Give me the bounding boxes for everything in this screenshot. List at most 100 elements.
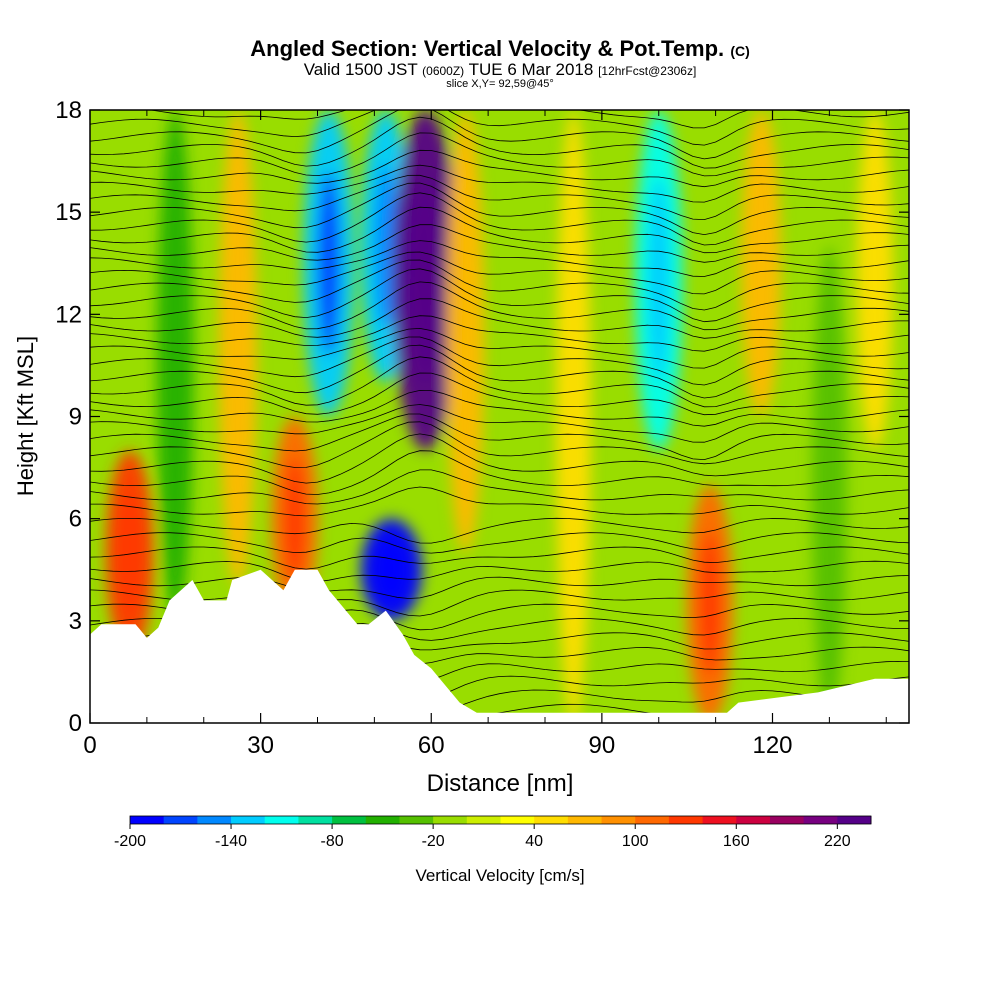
theta-contour xyxy=(90,298,909,339)
colorbar-swatch xyxy=(466,816,501,824)
x-tick-label: 60 xyxy=(418,732,445,759)
valid-date: TUE 6 Mar 2018 xyxy=(468,60,594,79)
colorbar-swatch xyxy=(635,816,670,824)
colorbar-swatch xyxy=(534,816,569,824)
theta-contour xyxy=(90,315,909,352)
colorbar-label: Vertical Velocity [cm/s] xyxy=(415,866,584,885)
colorbar-swatch xyxy=(298,816,333,824)
terrain-mask xyxy=(90,569,909,723)
colorbar-swatch xyxy=(500,816,535,824)
x-tick-label: 120 xyxy=(752,732,792,759)
velocity-core xyxy=(699,532,721,676)
colorbar-swatch xyxy=(130,816,165,824)
colorbar-swatch xyxy=(769,816,805,824)
colorbar-swatch xyxy=(702,816,737,824)
colorbar-swatch xyxy=(668,816,704,824)
x-tick-label: 30 xyxy=(247,732,274,759)
velocity-cell xyxy=(556,110,591,723)
colorbar-swatch xyxy=(837,816,872,824)
theta-contour xyxy=(90,546,909,570)
chart-subtitle: Valid 1500 JST (0600Z) TUE 6 Mar 2018 [1… xyxy=(0,60,1000,80)
theta-contour xyxy=(90,421,909,468)
colorbar-tick-label: -140 xyxy=(215,833,247,850)
copyright-mark: (C) xyxy=(730,43,750,59)
zulu-time: (0600Z) xyxy=(422,64,465,78)
velocity-cell xyxy=(741,110,781,417)
colorbar-swatch xyxy=(365,816,400,824)
theta-contour xyxy=(90,344,909,399)
chart-title-main: Angled Section: Vertical Velocity & Pot.… xyxy=(250,36,725,61)
velocity-cell xyxy=(157,110,194,621)
axes: 0 30 60 90 120 0 3 6 9 12 15 18 xyxy=(55,97,909,759)
velocity-cells xyxy=(105,110,894,723)
x-tick-label: 90 xyxy=(589,732,616,759)
y-tick-label: 18 xyxy=(55,97,82,124)
colorbar-swatch xyxy=(433,816,468,824)
x-tick-label: 0 xyxy=(83,732,96,759)
theta-contour xyxy=(90,433,909,484)
y-tick-label: 9 xyxy=(69,404,82,431)
theta-contour xyxy=(90,224,909,263)
colorbar-swatch xyxy=(803,816,838,824)
colorbar-swatch xyxy=(332,816,367,824)
theta-contour xyxy=(90,174,909,221)
y-tick-label: 3 xyxy=(69,608,82,635)
velocity-core xyxy=(377,539,406,601)
velocity-cell xyxy=(446,110,485,553)
theta-contour xyxy=(90,560,909,583)
colorbar-swatch xyxy=(601,816,636,824)
theta-contour xyxy=(90,469,909,505)
colorbar-tick-label: 220 xyxy=(824,833,851,850)
theta-contour xyxy=(90,336,909,386)
theta-contour xyxy=(90,589,909,617)
theta-contour xyxy=(90,192,909,246)
terrain xyxy=(90,569,909,723)
potential-temperature-contours xyxy=(90,110,909,723)
y-tick-label: 12 xyxy=(55,301,82,328)
theta-contour xyxy=(90,327,909,369)
theta-contour xyxy=(90,281,909,331)
chart-title: Angled Section: Vertical Velocity & Pot.… xyxy=(0,36,1000,62)
colorbar-tick-label: 100 xyxy=(622,833,649,850)
colorbar-swatch xyxy=(567,816,603,824)
theta-contour xyxy=(90,450,909,495)
colorbar-tick-label: -200 xyxy=(114,833,146,850)
velocity-core xyxy=(284,457,306,580)
y-tick-label: 0 xyxy=(69,710,82,737)
theta-contour xyxy=(90,372,909,416)
colorbar-tick-label: 160 xyxy=(723,833,750,850)
velocity-core xyxy=(647,178,670,383)
x-axis-label: Distance [nm] xyxy=(427,770,574,797)
theta-contour xyxy=(90,251,909,295)
velocity-core xyxy=(317,171,341,356)
y-tick-label: 6 xyxy=(69,506,82,533)
velocity-core xyxy=(374,164,397,328)
valid-time: Valid 1500 JST xyxy=(303,60,418,79)
theta-contour xyxy=(90,413,909,461)
theta-contour xyxy=(90,110,909,160)
colorbar-swatch xyxy=(264,816,299,824)
velocity-cell xyxy=(218,110,257,587)
colorbar-tick-label: -20 xyxy=(422,833,445,850)
colorbar-tick-label: 40 xyxy=(525,833,543,850)
colorbar: -200 -140 -80 -20 40 100 160 220 xyxy=(114,815,872,850)
theta-contour xyxy=(90,132,909,177)
theta-contour xyxy=(148,110,909,129)
theta-contour xyxy=(90,404,909,443)
theta-contour xyxy=(90,575,909,599)
theta-contour xyxy=(90,149,909,188)
theta-contour xyxy=(90,517,909,544)
colorbar-swatch xyxy=(399,816,434,824)
theta-contour xyxy=(90,486,909,517)
theta-contour xyxy=(90,389,909,427)
forecast-info: [12hrFcst@2306z] xyxy=(598,64,697,78)
theta-contour xyxy=(90,356,909,408)
velocity-cell xyxy=(812,246,847,723)
theta-contour xyxy=(90,164,909,203)
theta-contour xyxy=(90,532,909,554)
y-tick-label: 15 xyxy=(55,199,82,226)
y-axis-label: Height [Kft MSL] xyxy=(13,336,38,496)
theta-contour xyxy=(90,206,909,254)
theta-contour xyxy=(90,240,909,277)
